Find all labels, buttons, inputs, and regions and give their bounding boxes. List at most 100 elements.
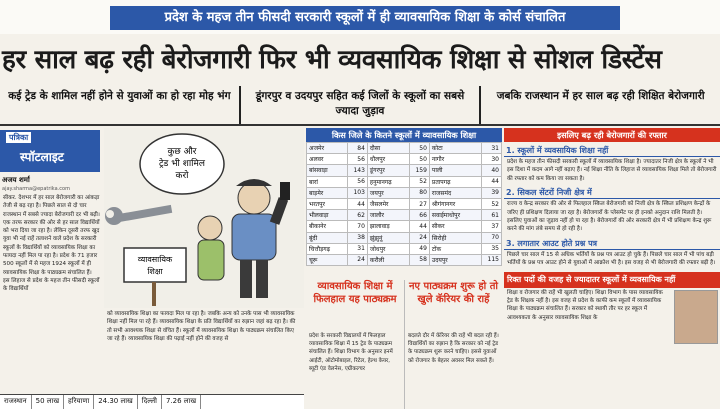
table-row: बांसवाड़ा 143 डूंगरपुर 159 पाली 40 (306, 164, 502, 177)
state-strip: राजस्थान 50 लाख हरियाणा 24.30 लाख दिल्ली… (0, 394, 304, 409)
strip-cell: हरियाणा (64, 395, 95, 409)
school-count-cell: 103 (346, 186, 368, 199)
wrench-icon (105, 204, 173, 225)
right-section-1-text: प्रदेश के महज तीन फीसदी सरकारी स्कूलों म… (507, 159, 717, 182)
district-cell: धौलपुर (366, 153, 410, 166)
district-cell: दौसा (366, 141, 410, 155)
district-cell: भरतपुर (306, 197, 348, 211)
byline: अजय शर्मा (2, 176, 30, 184)
school-count-cell: 56 (346, 175, 368, 188)
school-count-cell: 38 (346, 231, 368, 244)
left-column: पत्रिका स्पॉटलाइट अजय शर्मा ajay.sharma@… (0, 128, 103, 409)
district-cell: हनुमानगढ़ (366, 175, 410, 188)
district-cell: नागौर (428, 153, 483, 166)
school-count-cell: 44 (346, 197, 368, 211)
school-count-cell: 52 (408, 175, 430, 188)
divider-line (0, 124, 720, 126)
right-section-1-head: 1. स्कूलों में व्यवसायिक शिक्षा नहीं (504, 145, 720, 157)
spotlight-badge: पत्रिका स्पॉटलाइट (0, 130, 100, 172)
table-row: भरतपुर 44 जैसलमेर 27 श्रीगंगानगर 52 (306, 197, 502, 211)
subhead-2: डूंगरपुर व उदयपुर सहित कई जिलों के स्कूल… (241, 86, 482, 124)
strip-cell: राजस्थान (0, 395, 32, 409)
district-cell: झुंझुनूं (366, 231, 410, 244)
district-cell: जयपुर (366, 186, 410, 199)
school-count-cell: 50 (408, 141, 430, 155)
district-cell: जालौर (366, 209, 410, 222)
district-cell: राजसमंद (428, 186, 483, 199)
right-section-3-text: पिछले चार साल में 15 से अधिक भर्तियों के… (507, 251, 716, 267)
school-count-cell: 115 (481, 253, 502, 267)
district-cell: बांसवाड़ा (306, 164, 348, 177)
byline-email: ajay.sharma@epatrika.com (2, 186, 70, 192)
cartoon-person (231, 179, 290, 298)
table-title: किस जिले के कितने स्कूलों में व्यावसायिक… (306, 128, 502, 142)
table-row: चूरू 24 करौली 58 उदयपुर 115 (306, 253, 502, 267)
district-cell: कोटा (428, 141, 483, 155)
school-count-cell: 50 (408, 153, 430, 166)
district-cell: टोंक (428, 242, 483, 255)
right-bottom: शिक्षा व रोजगार की राहें भी खुलती चाहिए।… (504, 288, 720, 344)
district-cell: बारां (306, 175, 348, 188)
school-count-cell: 27 (408, 197, 430, 211)
district-cell: करौली (366, 253, 410, 267)
school-count-cell: 30 (481, 153, 502, 166)
district-cell: डूंगरपुर (366, 164, 410, 177)
box-a-heading: व्यावसायिक शिक्षा में फिलहाल यह पाठ्यक्र… (313, 281, 397, 305)
school-count-cell: 56 (346, 153, 368, 166)
cartoon-illustration: कुछ और ट्रेड भी शामिल करो व्यावसा (104, 128, 304, 308)
district-cell: चूरू (306, 253, 348, 267)
school-count-cell: 37 (481, 220, 502, 233)
right-title-2: रिक्त पदों की वजह से ज्यादातर स्कूलों मे… (504, 271, 720, 288)
bubble-line-1: कुछ और (167, 145, 196, 157)
kicker-text: प्रदेश के महज तीन फीसदी सरकारी स्कूलों म… (110, 6, 620, 30)
school-count-cell: 52 (481, 197, 502, 211)
school-count-cell: 66 (408, 209, 430, 222)
spotlight-label: स्पॉटलाइट (20, 150, 64, 164)
sign-line-2: शिक्षा (147, 266, 163, 276)
right-section-2-head: 2. सिकल सेंटरों निजी क्षेत्र में (504, 187, 720, 200)
speech-bubble (139, 133, 225, 195)
sign-line-1: व्यावसायिक (138, 254, 173, 264)
subheads-row: कई ट्रेड के शामिल नहीं होने से युवाओं का… (0, 86, 720, 124)
school-count-cell: 24 (408, 231, 430, 244)
district-cell: बूंदी (306, 231, 348, 244)
right-section-4-text: शिक्षा व रोजगार की राहें भी खुलती चाहिए।… (507, 289, 663, 321)
district-cell: झालावाड़ (366, 220, 410, 233)
school-count-cell: 40 (481, 164, 502, 177)
district-cell: सीकर (428, 220, 483, 233)
district-cell: सिरोही (428, 231, 483, 244)
strip-cell: 24.30 लाख (94, 395, 138, 409)
district-cell: चित्तौड़गढ़ (306, 242, 348, 255)
right-section-2-text: राज्य व केन्द्र सरकार की ओर से फिलहाल स्… (507, 201, 712, 233)
strip-cell: 50 लाख (32, 395, 65, 409)
district-data: अजमेर 84 दौसा 50 कोटा 31 अलवर 56 धौलपुर 50 नागौर 30… (306, 141, 502, 267)
district-cell: अजमेर (306, 141, 348, 155)
district-cell: प्रतापगढ़ (428, 175, 483, 188)
subhead-3: जबकि राजस्थान में हर साल बढ़ रही शिक्षित… (496, 90, 705, 102)
school-count-cell: 44 (408, 220, 430, 233)
school-count-cell: 80 (408, 186, 430, 199)
school-count-cell: 49 (408, 242, 430, 255)
box-b-text: बदलते दौर में कॅरियर की राहें भी बदल रही… (404, 332, 502, 409)
cartoon-svg: कुछ और ट्रेड भी शामिल करो व्यावसा (105, 133, 290, 306)
right-title: इसलिए बढ़ रही बेरोजगारों की रफ्तार (504, 128, 720, 142)
strip-cell: 7.26 लाख (162, 395, 202, 409)
spotlight-small-label: पत्रिका (6, 132, 32, 143)
district-cell: बाड़मेर (306, 186, 348, 199)
district-cell: सवाईमाधोपुर (428, 209, 483, 222)
district-cell: भीलवाड़ा (306, 209, 348, 222)
table-row: चित्तौड़गढ़ 31 जोधपुर 49 टोंक 35 (306, 242, 502, 255)
school-count-cell: 62 (346, 209, 368, 222)
right-column: इसलिए बढ़ रही बेरोजगारों की रफ्तार 1. स्… (504, 128, 720, 409)
bubble-line-2: ट्रेड भी शामिल (159, 157, 206, 169)
school-count-cell: 70 (481, 231, 502, 244)
table-row: बारां 56 हनुमानगढ़ 52 प्रतापगढ़ 44 (306, 175, 502, 188)
school-count-cell: 70 (346, 220, 368, 233)
school-count-cell: 39 (481, 186, 502, 199)
district-cell: जैसलमेर (366, 197, 410, 211)
school-count-cell: 58 (408, 253, 430, 267)
district-cell: जोधपुर (366, 242, 410, 255)
table-row: अजमेर 84 दौसा 50 कोटा 31 (306, 141, 502, 155)
district-cell: उदयपुर (428, 253, 483, 267)
school-count-cell: 35 (481, 242, 502, 255)
